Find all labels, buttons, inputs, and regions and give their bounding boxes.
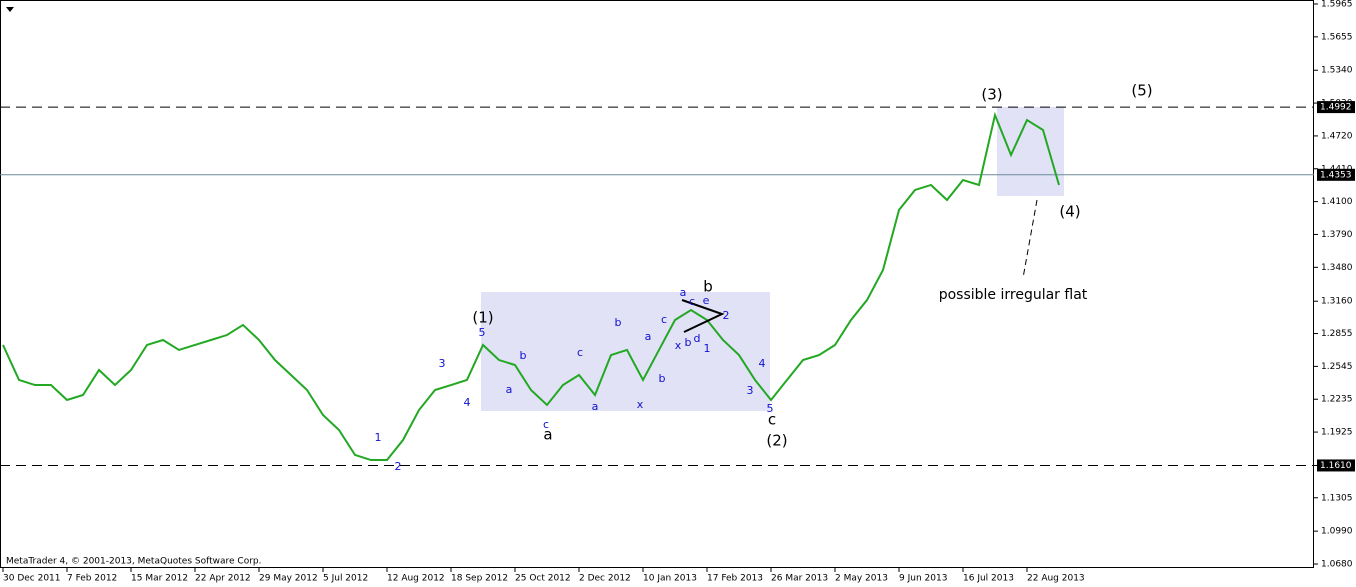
y-tick-label: 1.2855 bbox=[1321, 329, 1353, 339]
wave-label: (5) bbox=[1131, 82, 1152, 100]
x-tick-label: 22 Aug 2013 bbox=[1027, 574, 1085, 584]
y-tick-label: 1.5965 bbox=[1321, 0, 1353, 10]
x-tick-label: 30 Dec 2011 bbox=[3, 574, 61, 584]
x-tick-label: 5 Jul 2012 bbox=[323, 574, 368, 584]
wave-label: b bbox=[685, 336, 692, 349]
y-tick-label: 1.3160 bbox=[1321, 297, 1353, 307]
wave-label: c bbox=[768, 411, 776, 429]
level-label: 1.1610 bbox=[1320, 461, 1352, 471]
y-tick-label: 1.3790 bbox=[1321, 230, 1353, 240]
level-tag bbox=[1317, 168, 1355, 181]
note: possible irregular flat bbox=[939, 287, 1088, 303]
y-tick-label: 1.5340 bbox=[1321, 66, 1353, 76]
wave-label: b bbox=[520, 349, 527, 362]
y-tick-label: 1.1925 bbox=[1321, 428, 1353, 438]
wave-label: e bbox=[703, 294, 710, 307]
y-tick-label: 1.5655 bbox=[1321, 32, 1353, 42]
wave-label: c bbox=[689, 295, 695, 308]
footer: MetaTrader 4, © 2001-2013, MetaQuotes So… bbox=[6, 557, 262, 567]
x-tick-label: 16 Jul 2013 bbox=[963, 574, 1014, 584]
y-tick-label: 1.2235 bbox=[1321, 395, 1353, 405]
x-tick-label: 18 Sep 2012 bbox=[451, 574, 508, 584]
plot-frame bbox=[0, 0, 1314, 568]
wave-label: 5 bbox=[479, 326, 486, 339]
wave-label: 2 bbox=[395, 460, 402, 473]
wave-label: 1 bbox=[375, 431, 382, 444]
x-tick-label: 2 May 2013 bbox=[835, 574, 888, 584]
wave-label: b bbox=[703, 278, 713, 296]
x-tick-label: 7 Feb 2012 bbox=[67, 574, 117, 584]
y-tick-label: 1.4100 bbox=[1321, 197, 1353, 207]
wave-label: a bbox=[680, 286, 687, 299]
x-tick-label: 29 May 2012 bbox=[259, 574, 318, 584]
wave-label: a bbox=[645, 330, 652, 343]
x-tick-label: 26 Mar 2013 bbox=[771, 574, 828, 584]
price-line bbox=[2, 111, 1060, 462]
wave-label: 4 bbox=[759, 357, 766, 370]
x-tick-label: 22 Apr 2012 bbox=[195, 574, 251, 584]
y-tick-label: 1.4720 bbox=[1321, 131, 1353, 141]
x-tick-label: 17 Feb 2013 bbox=[707, 574, 763, 584]
range-box bbox=[481, 292, 770, 411]
wave-label: 5 bbox=[767, 402, 774, 415]
x-tick-label: 2 Dec 2012 bbox=[579, 574, 631, 584]
wave-label: a bbox=[543, 426, 552, 444]
level-tag bbox=[1317, 101, 1355, 114]
wave-label: 2 bbox=[723, 309, 730, 322]
level-label: 1.4992 bbox=[1320, 103, 1352, 113]
triangle bbox=[681, 299, 725, 333]
wave-label: 1 bbox=[704, 342, 711, 355]
y-tick-label: 1.0680 bbox=[1321, 560, 1353, 570]
wave-label: (2) bbox=[766, 432, 787, 450]
wave-label: 3 bbox=[439, 357, 446, 370]
wave-label: 4 bbox=[464, 396, 471, 409]
wave-label: c bbox=[661, 313, 667, 326]
menu-arrow bbox=[6, 7, 14, 12]
wave-label: c bbox=[577, 346, 583, 359]
wave-label: a bbox=[506, 383, 513, 396]
wave-label: c bbox=[543, 418, 549, 431]
wave-label: x bbox=[675, 339, 682, 352]
levels bbox=[0, 106, 1314, 466]
wave-label: b bbox=[615, 316, 622, 329]
x-tick-label: 10 Jan 2013 bbox=[643, 574, 697, 584]
pointer-line bbox=[1022, 199, 1038, 279]
wave-label: (1) bbox=[472, 309, 493, 327]
y-tick-label: 1.1305 bbox=[1321, 493, 1353, 503]
x-tick-label: 15 Mar 2012 bbox=[131, 574, 188, 584]
x-tick-label: 9 Jun 2013 bbox=[899, 574, 947, 584]
wave-label: (3) bbox=[981, 86, 1002, 104]
y-tick-label: 1.2545 bbox=[1321, 362, 1353, 372]
wave-label: 3 bbox=[747, 384, 754, 397]
x-tick-label: 25 Oct 2012 bbox=[515, 574, 571, 584]
wave-label: b bbox=[659, 372, 666, 385]
wave-label: (4) bbox=[1059, 203, 1080, 221]
x-tick-label: 12 Aug 2012 bbox=[387, 574, 445, 584]
wave-label: d bbox=[694, 332, 701, 345]
y-tick-label: 1.3480 bbox=[1321, 263, 1353, 273]
price-series bbox=[2, 111, 1060, 462]
wave-label: a bbox=[592, 400, 599, 413]
y-tick-label: 1.0990 bbox=[1321, 527, 1353, 537]
level-label: 1.4353 bbox=[1320, 170, 1352, 180]
wave-label: x bbox=[637, 398, 644, 411]
level-tag bbox=[1317, 459, 1355, 472]
flat-box bbox=[997, 107, 1064, 196]
